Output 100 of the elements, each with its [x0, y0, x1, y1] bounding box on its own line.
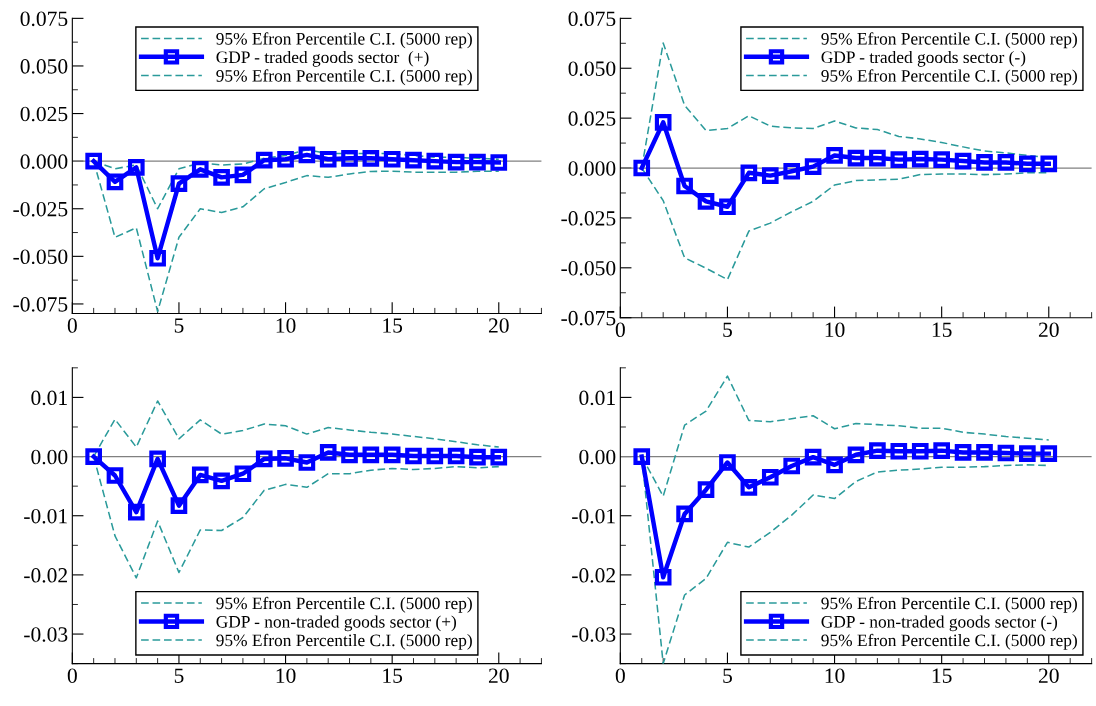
x-tick-label: 0 [615, 322, 625, 338]
point [633, 448, 651, 465]
y-tick-label: 0.00 [31, 449, 68, 465]
point [447, 153, 465, 171]
x-tick-label: 0 [67, 318, 77, 333]
point [490, 448, 508, 466]
x-tick-label: 20 [488, 318, 509, 333]
point [761, 468, 779, 486]
point [170, 497, 188, 515]
point [783, 457, 801, 475]
legend-label: GDP - non-traded goods sector (+) [216, 615, 457, 632]
legend-label: 95% Efron Percentile C.I. (5000 rep) [216, 633, 472, 650]
point [149, 450, 166, 468]
point [490, 154, 508, 171]
x-tick-label: 20 [1038, 322, 1059, 338]
point [740, 164, 758, 182]
y-tick-label: 0.000 [568, 161, 616, 176]
point [234, 166, 252, 184]
point [847, 149, 865, 167]
y-tick-label: -0.050 [13, 249, 68, 265]
point [255, 151, 273, 169]
y-tick-label: -0.01 [572, 508, 615, 524]
x-tick-label: 5 [174, 318, 184, 333]
point [213, 168, 230, 186]
point [697, 481, 715, 499]
point [976, 154, 993, 171]
point [127, 503, 145, 521]
x-tick-label: 15 [932, 668, 952, 683]
point [277, 150, 294, 168]
point [213, 472, 230, 490]
y-tick-label: -0.025 [561, 211, 616, 226]
y-tick-label: 0.01 [579, 390, 615, 406]
point [298, 146, 316, 164]
point [697, 193, 715, 210]
x-tick-label: 5 [723, 668, 732, 683]
point [869, 149, 886, 167]
y-tick-label: -0.075 [561, 310, 616, 326]
legend-label: GDP - traded goods sector (-) [821, 50, 1026, 67]
point [633, 159, 651, 177]
point [383, 446, 401, 464]
point [106, 467, 124, 484]
legend-label: 95% Efron Percentile C.I. (5000 rep) [821, 596, 1077, 613]
point [997, 444, 1015, 462]
legend-label: 95% Efron Percentile C.I. (5000 rep) [821, 32, 1077, 49]
point [911, 150, 929, 168]
point [277, 450, 294, 467]
legend-label: 95% Efron Percentile C.I. (5000 rep) [821, 69, 1077, 86]
point [933, 442, 950, 459]
point [405, 447, 422, 465]
y-tick-label: -0.025 [13, 201, 68, 217]
x-tick-label: 15 [383, 668, 403, 683]
point [826, 456, 843, 474]
y-tick-label: -0.02 [24, 568, 67, 583]
legend-label: 95% Efron Percentile C.I. (5000 rep) [216, 69, 472, 86]
point [847, 446, 865, 464]
point [191, 161, 209, 178]
point [149, 249, 166, 267]
y-tick-label: 0.050 [20, 59, 68, 74]
point [654, 113, 672, 131]
x-tick-label: 10 [276, 318, 296, 333]
legend-label: 95% Efron Percentile C.I. (5000 rep) [216, 32, 472, 49]
point [869, 442, 886, 459]
y-tick-label: -0.050 [561, 260, 616, 276]
legend-label: GDP - non-traded goods sector (-) [821, 615, 1058, 632]
point [85, 152, 102, 170]
point [783, 162, 801, 180]
point [654, 568, 672, 586]
x-tick-label: 15 [383, 318, 403, 333]
point [826, 147, 843, 164]
point [1040, 155, 1058, 173]
point [191, 466, 209, 484]
point [1019, 155, 1036, 173]
point [911, 442, 929, 460]
point [85, 448, 102, 465]
x-tick-label: 10 [825, 322, 845, 338]
point [804, 158, 822, 175]
point [761, 167, 779, 184]
y-tick-label: -0.02 [572, 568, 615, 583]
x-tick-label: 10 [825, 668, 845, 683]
y-tick-label: -0.075 [13, 297, 68, 312]
point [383, 150, 401, 168]
x-tick-label: 15 [932, 322, 952, 338]
x-tick-label: 20 [1038, 668, 1059, 683]
point [740, 478, 758, 496]
point [719, 198, 736, 216]
legend-label: 95% Efron Percentile C.I. (5000 rep) [821, 633, 1077, 650]
point [255, 450, 273, 468]
x-tick-label: 0 [67, 668, 77, 683]
point [426, 152, 444, 170]
y-tick-label: 0.025 [20, 106, 68, 122]
y-tick-label: 0.00 [579, 449, 616, 465]
y-tick-label: -0.03 [572, 627, 616, 642]
point [106, 173, 124, 191]
point [976, 444, 993, 461]
x-tick-label: 20 [488, 668, 509, 683]
legend-label: GDP - traded goods sector (+) [216, 50, 429, 67]
point [954, 152, 972, 170]
point [298, 454, 316, 471]
point [933, 151, 950, 168]
point [676, 505, 693, 523]
